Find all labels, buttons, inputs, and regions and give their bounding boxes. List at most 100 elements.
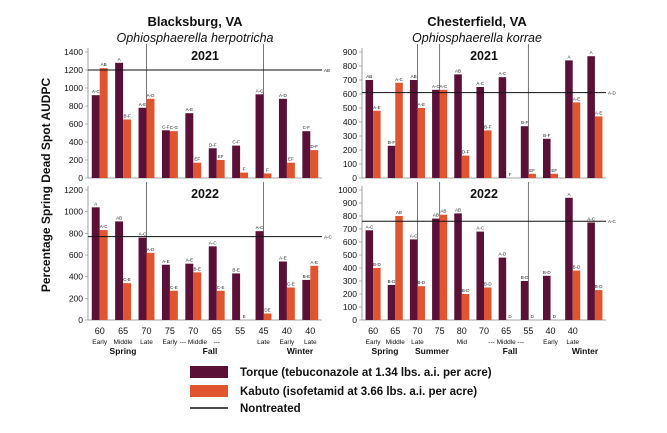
x-timing-label: Early xyxy=(543,339,559,346)
bar-letter: B-D xyxy=(543,270,552,275)
bar-kabuto xyxy=(216,290,225,320)
y-tick-label: 400 xyxy=(69,137,83,147)
bar-letter: A-E xyxy=(186,107,194,112)
bar-letter: A-C xyxy=(476,81,485,86)
bar-letter: B-D xyxy=(373,262,382,267)
y-tick-label: 400 xyxy=(343,263,357,273)
bar-letter: DE xyxy=(264,308,270,313)
bar-torque xyxy=(498,77,507,178)
y-tick-label: 1400 xyxy=(64,47,83,57)
x-rate-label: 60 xyxy=(95,326,105,336)
bar-letter: A-E xyxy=(139,102,147,107)
bar-letter: B-D xyxy=(417,280,426,285)
bar-letter: B-F xyxy=(123,114,131,119)
bar-torque xyxy=(454,213,462,320)
y-tick-label: 1000 xyxy=(64,83,83,93)
y-tick-label: 200 xyxy=(343,289,357,299)
bar-kabuto xyxy=(395,216,403,320)
x-timing-label: Middle xyxy=(386,339,406,346)
bar-torque xyxy=(387,145,396,178)
bar-torque xyxy=(498,257,507,320)
x-rate-label: 40 xyxy=(282,326,292,336)
y-tick-label: 300 xyxy=(343,276,357,286)
y-tick-label: 0 xyxy=(78,315,83,325)
right-species-title: Ophiosphaerella korrae xyxy=(412,31,542,45)
x-rate-label: 65 xyxy=(118,326,128,336)
bar-letter: C-F xyxy=(303,125,311,130)
x-rate-label: 75 xyxy=(435,326,445,336)
bar-letter: AB xyxy=(101,62,107,67)
bar-letter: A-C xyxy=(499,71,508,76)
bar-letter: EF xyxy=(288,157,294,162)
bar-letter: A-C xyxy=(256,225,265,230)
year-label: 2022 xyxy=(191,187,219,201)
bar-letter: C-F xyxy=(232,140,240,145)
bar-torque xyxy=(387,284,396,320)
bar-letter: A-C xyxy=(365,224,374,229)
bar-kabuto xyxy=(484,130,492,178)
bar-kabuto xyxy=(373,110,381,178)
bar-kabuto xyxy=(310,265,319,320)
bar-kabuto xyxy=(286,162,295,178)
bar-torque xyxy=(520,126,529,178)
y-axis-label: Percentage Spring Dead Spot AUDPC xyxy=(39,78,53,293)
bar-letter: A-E xyxy=(162,259,170,264)
x-timing-label: --- xyxy=(213,339,220,346)
bar-letter: B-F xyxy=(543,133,551,138)
bar-kabuto xyxy=(146,98,155,178)
x-rate-label: 40 xyxy=(568,326,578,336)
bar-letter: A-C xyxy=(256,88,265,93)
bar-letter: B-E xyxy=(194,266,202,271)
x-timing-label: Late xyxy=(566,339,579,346)
bar-letter: A xyxy=(567,192,570,197)
bar-letter: B-D xyxy=(484,282,493,287)
y-tick-label: 900 xyxy=(343,198,357,208)
x-rate-label: 60 xyxy=(368,326,378,336)
bar-letter: D xyxy=(531,314,535,319)
bar-kabuto xyxy=(373,268,381,320)
y-tick-label: 500 xyxy=(343,250,357,260)
bar-kabuto xyxy=(286,287,295,320)
y-tick-label: 1000 xyxy=(64,207,83,217)
bar-letter: AB xyxy=(116,215,122,220)
y-tick-label: 0 xyxy=(352,315,357,325)
y-tick-label: 400 xyxy=(69,272,83,282)
x-timing-label: Early xyxy=(279,339,295,346)
y-tick-label: 800 xyxy=(69,228,83,238)
bar-letter: B-D xyxy=(388,279,397,284)
x-rate-label: 55 xyxy=(523,326,533,336)
bar-letter: A-E xyxy=(595,110,603,115)
nontreated-letter: A-D xyxy=(608,91,617,96)
bar-letter: EF xyxy=(529,168,535,173)
bar-letter: C-E xyxy=(287,282,295,287)
x-season-label: Spring xyxy=(372,346,399,356)
bar-kabuto xyxy=(528,173,536,178)
bar-letter: EF xyxy=(218,154,224,159)
right-site-title: Chesterfield, VA xyxy=(427,14,527,29)
x-rate-label: 70 xyxy=(412,326,422,336)
bar-torque xyxy=(365,80,374,178)
bar-kabuto xyxy=(123,283,132,320)
x-timing-label: Early xyxy=(162,339,178,346)
y-tick-label: 100 xyxy=(343,302,357,312)
bar-letter: D xyxy=(508,314,512,319)
bar-letter: A-C xyxy=(395,77,404,82)
y-tick-label: 200 xyxy=(343,145,357,155)
bar-letter: AB xyxy=(396,210,402,215)
bar-torque xyxy=(520,281,529,320)
bar-letter: AB xyxy=(433,213,439,218)
bar-torque xyxy=(432,89,440,178)
bar-kabuto xyxy=(594,116,603,178)
bar-kabuto xyxy=(572,102,581,178)
bar-torque xyxy=(161,130,170,178)
y-tick-label: 200 xyxy=(69,293,83,303)
bar-letter: A-E xyxy=(573,96,581,101)
y-tick-label: 100 xyxy=(343,159,357,169)
bar-kabuto xyxy=(572,270,581,320)
x-season-label: Winter xyxy=(287,346,314,356)
bar-letter: A xyxy=(118,57,121,62)
x-timing-label: Early xyxy=(366,339,382,346)
bar-letter: AB xyxy=(455,207,461,212)
